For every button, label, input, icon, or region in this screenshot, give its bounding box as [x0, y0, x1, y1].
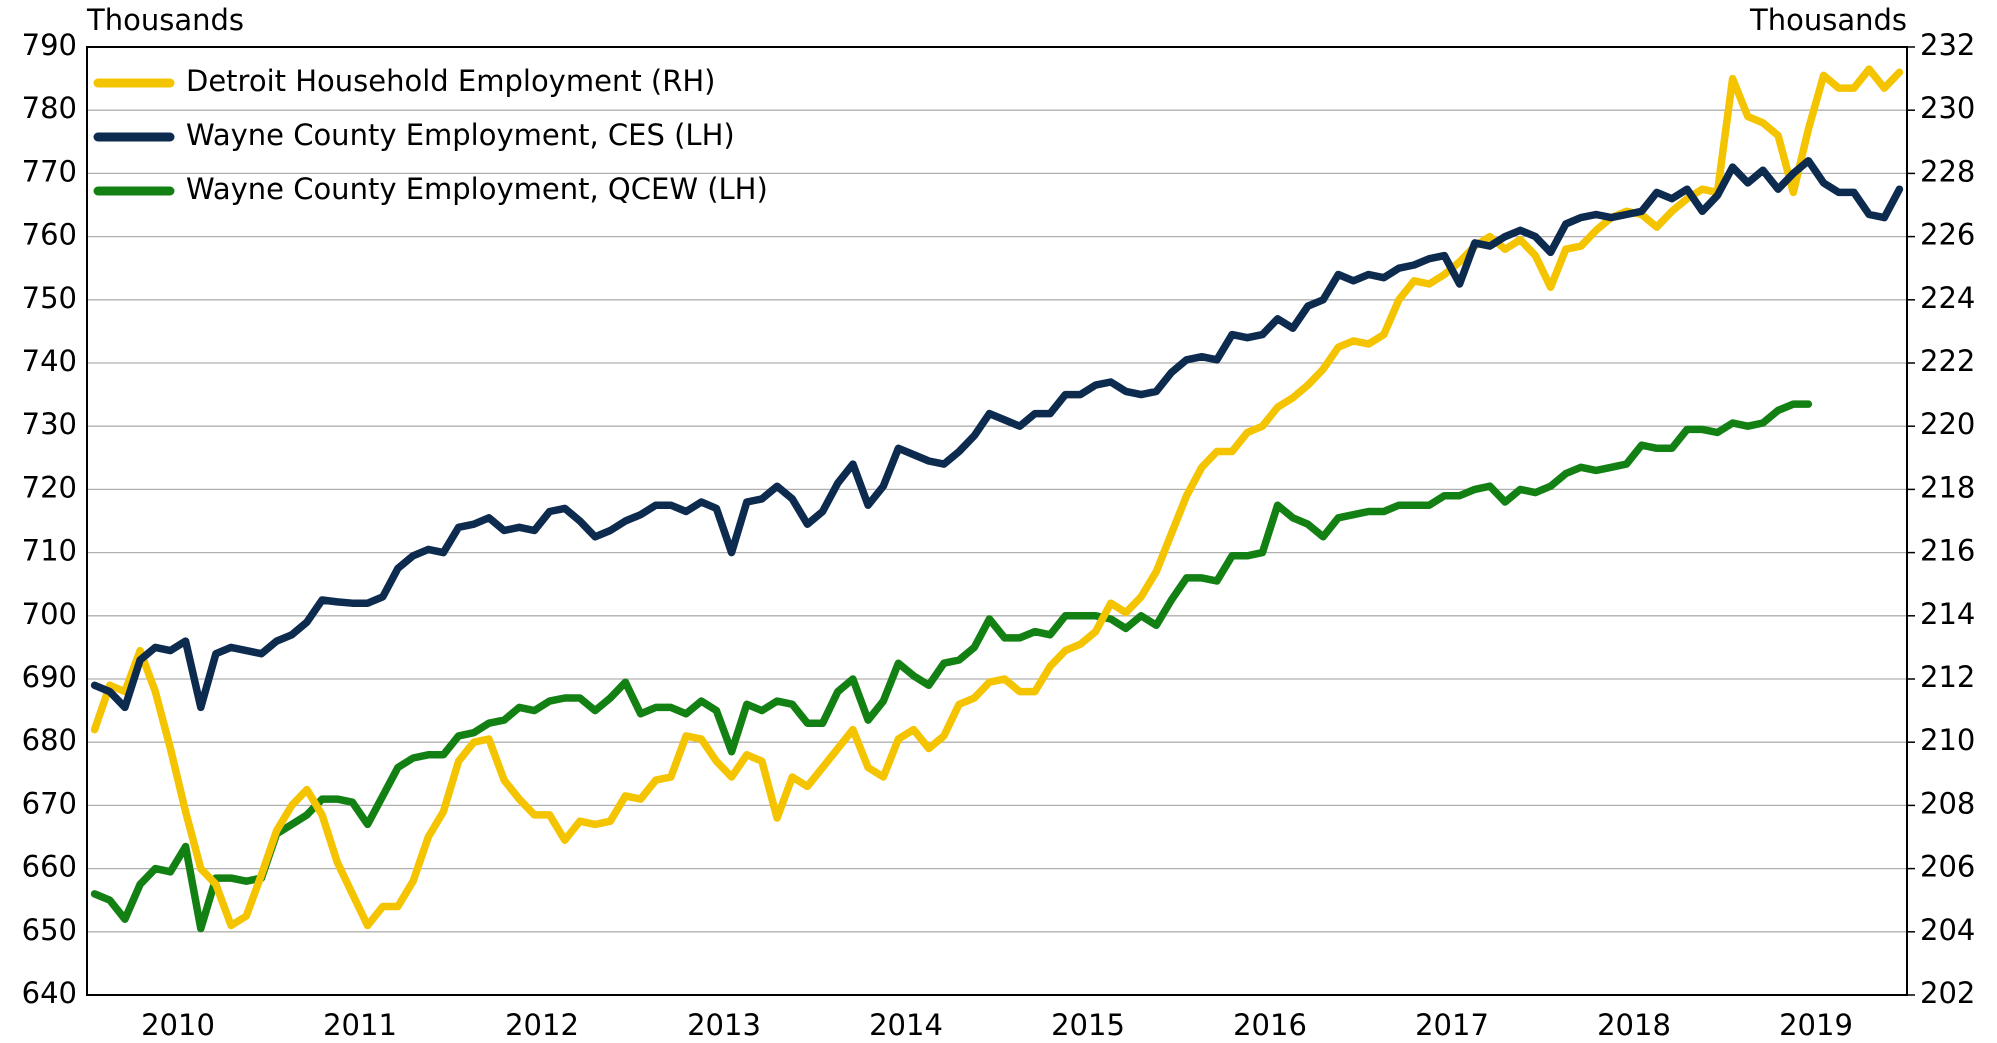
y2-tick-label: 218 [1920, 470, 1975, 504]
y2-tick-label: 216 [1920, 534, 1975, 568]
y-tick-label: 740 [22, 344, 77, 378]
y2-tick-label: 222 [1920, 344, 1975, 378]
y2-tick-label: 206 [1920, 850, 1975, 884]
y2-tick-label: 204 [1920, 913, 1975, 947]
y-tick-label: 790 [22, 28, 77, 62]
y2-tick-label: 230 [1920, 91, 1975, 125]
y-tick-label: 650 [22, 913, 77, 947]
x-tick-label: 2019 [1779, 1008, 1853, 1042]
y-tick-label: 760 [22, 218, 77, 252]
y-axis-label: Thousands [86, 3, 244, 37]
y-tick-label: 670 [22, 786, 77, 820]
y2-tick-label: 212 [1920, 660, 1975, 694]
y-tick-label: 750 [22, 281, 77, 315]
legend-label: Wayne County Employment, QCEW (LH) [186, 172, 768, 206]
y-tick-label: 640 [22, 976, 77, 1010]
y-tick-label: 710 [22, 534, 77, 568]
y-tick-label: 690 [22, 660, 77, 694]
x-tick-label: 2014 [869, 1008, 943, 1042]
y2-tick-label: 226 [1920, 218, 1975, 252]
y2-tick-label: 220 [1920, 407, 1975, 441]
x-tick-label: 2013 [687, 1008, 761, 1042]
x-tick-label: 2010 [141, 1008, 215, 1042]
legend-label: Detroit Household Employment (RH) [186, 64, 716, 98]
plot-frame [86, 46, 1908, 996]
y-tick-label: 770 [22, 154, 77, 188]
series-line [90, 157, 1904, 712]
y2-tick-label: 210 [1920, 723, 1975, 757]
series-line [90, 65, 1904, 930]
x-tick-label: 2017 [1415, 1008, 1489, 1042]
x-tick-label: 2015 [1051, 1008, 1125, 1042]
x-tick-label: 2018 [1597, 1008, 1671, 1042]
y-tick-label: 680 [22, 723, 77, 757]
legend-label: Wayne County Employment, CES (LH) [186, 118, 735, 152]
y2-axis-label: Thousands [1749, 3, 1907, 37]
y2-tick-label: 224 [1920, 281, 1975, 315]
y2-tick-label: 214 [1920, 597, 1975, 631]
y-tick-label: 660 [22, 850, 77, 884]
y2-tick-label: 232 [1920, 28, 1975, 62]
y2-tick-label: 228 [1920, 154, 1975, 188]
series-line [90, 400, 1813, 933]
x-tick-label: 2011 [323, 1008, 397, 1042]
x-tick-label: 2012 [505, 1008, 579, 1042]
y2-tick-label: 202 [1920, 976, 1975, 1010]
y-tick-label: 700 [22, 597, 77, 631]
y-tick-label: 780 [22, 91, 77, 125]
y-tick-label: 720 [22, 470, 77, 504]
x-tick-label: 2016 [1233, 1008, 1307, 1042]
y2-tick-label: 208 [1920, 786, 1975, 820]
y-tick-label: 730 [22, 407, 77, 441]
